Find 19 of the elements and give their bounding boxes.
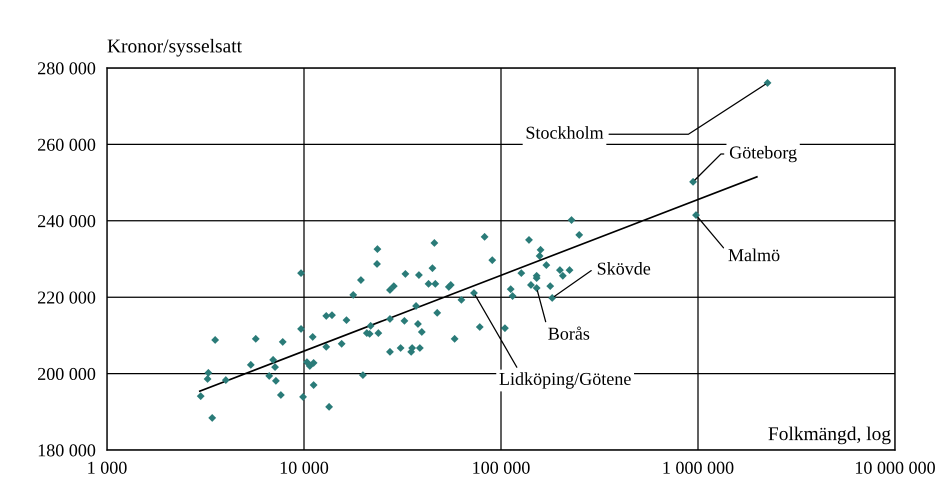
x-tick-label: 1 000	[88, 462, 127, 474]
annotation: Malmö	[728, 248, 780, 262]
y-axis-title: Kronor/sysselsatt	[108, 38, 242, 57]
y-tick-label: 220 000	[38, 291, 96, 304]
annotation: Göteborg	[730, 146, 797, 162]
y-tick-label: 280 000	[38, 62, 96, 74]
x-axis-title: Folkmängd, log	[768, 426, 891, 444]
annotation: Lidköping/Götene	[499, 372, 631, 389]
annotation: Borås	[548, 326, 590, 340]
annotation: Stockholm	[526, 126, 604, 139]
y-tick-label: 200 000	[38, 368, 96, 380]
y-tick-label: 240 000	[38, 215, 96, 228]
x-tick-label: 100 000	[473, 462, 530, 474]
annotation: Skövde	[598, 262, 650, 275]
x-tick-label: 10 000	[280, 462, 328, 474]
x-tick-label: 1 000 000	[663, 462, 734, 474]
x-tick-label: 10 000 000	[856, 462, 935, 474]
y-tick-label: 180 000	[38, 444, 96, 456]
y-tick-label: 260 000	[38, 138, 96, 151]
